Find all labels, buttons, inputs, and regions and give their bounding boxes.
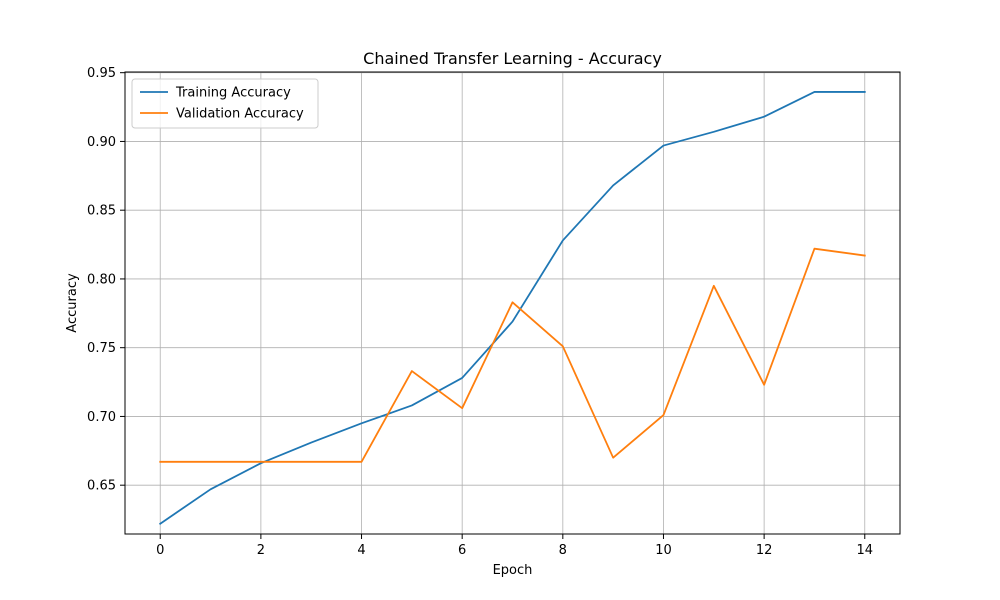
x-tick-label: 6: [458, 543, 466, 558]
grid: [125, 72, 900, 534]
y-axis-label: Accuracy: [65, 273, 80, 333]
y-tick-label: 0.65: [87, 479, 116, 494]
plot-frame: [124, 71, 901, 535]
x-axis-ticks: 0 2 4 6 8 10 12 14: [156, 534, 873, 558]
chart-title: Chained Transfer Learning - Accuracy: [363, 49, 662, 68]
y-tick-label: 0.80: [87, 272, 116, 287]
x-tick-label: 0: [156, 543, 164, 558]
x-tick-label: 4: [357, 543, 365, 558]
y-tick-label: 0.95: [87, 66, 116, 81]
y-tick-label: 0.75: [87, 341, 116, 356]
legend: Training Accuracy Validation Accuracy: [131, 78, 319, 129]
y-axis-ticks: 0.65 0.70 0.75 0.80 0.85 0.90 0.95: [87, 66, 125, 494]
series-line-validation-accuracy: [159, 247, 866, 463]
y-tick-label: 0.90: [87, 135, 116, 150]
legend-box: [131, 78, 319, 129]
y-tick-label: 0.70: [87, 410, 116, 425]
x-tick-label: 12: [756, 543, 773, 558]
x-tick-label: 2: [257, 543, 265, 558]
x-axis-label: Epoch: [493, 563, 533, 578]
legend-label-validation-accuracy: Validation Accuracy: [176, 107, 304, 122]
series-layer: [158, 91, 866, 525]
x-tick-label: 10: [655, 543, 672, 558]
x-tick-label: 8: [559, 543, 567, 558]
x-tick-label: 14: [856, 543, 873, 558]
y-tick-label: 0.85: [87, 204, 116, 219]
legend-label-training-accuracy: Training Accuracy: [175, 86, 291, 101]
series-line-training-accuracy: [158, 91, 866, 525]
